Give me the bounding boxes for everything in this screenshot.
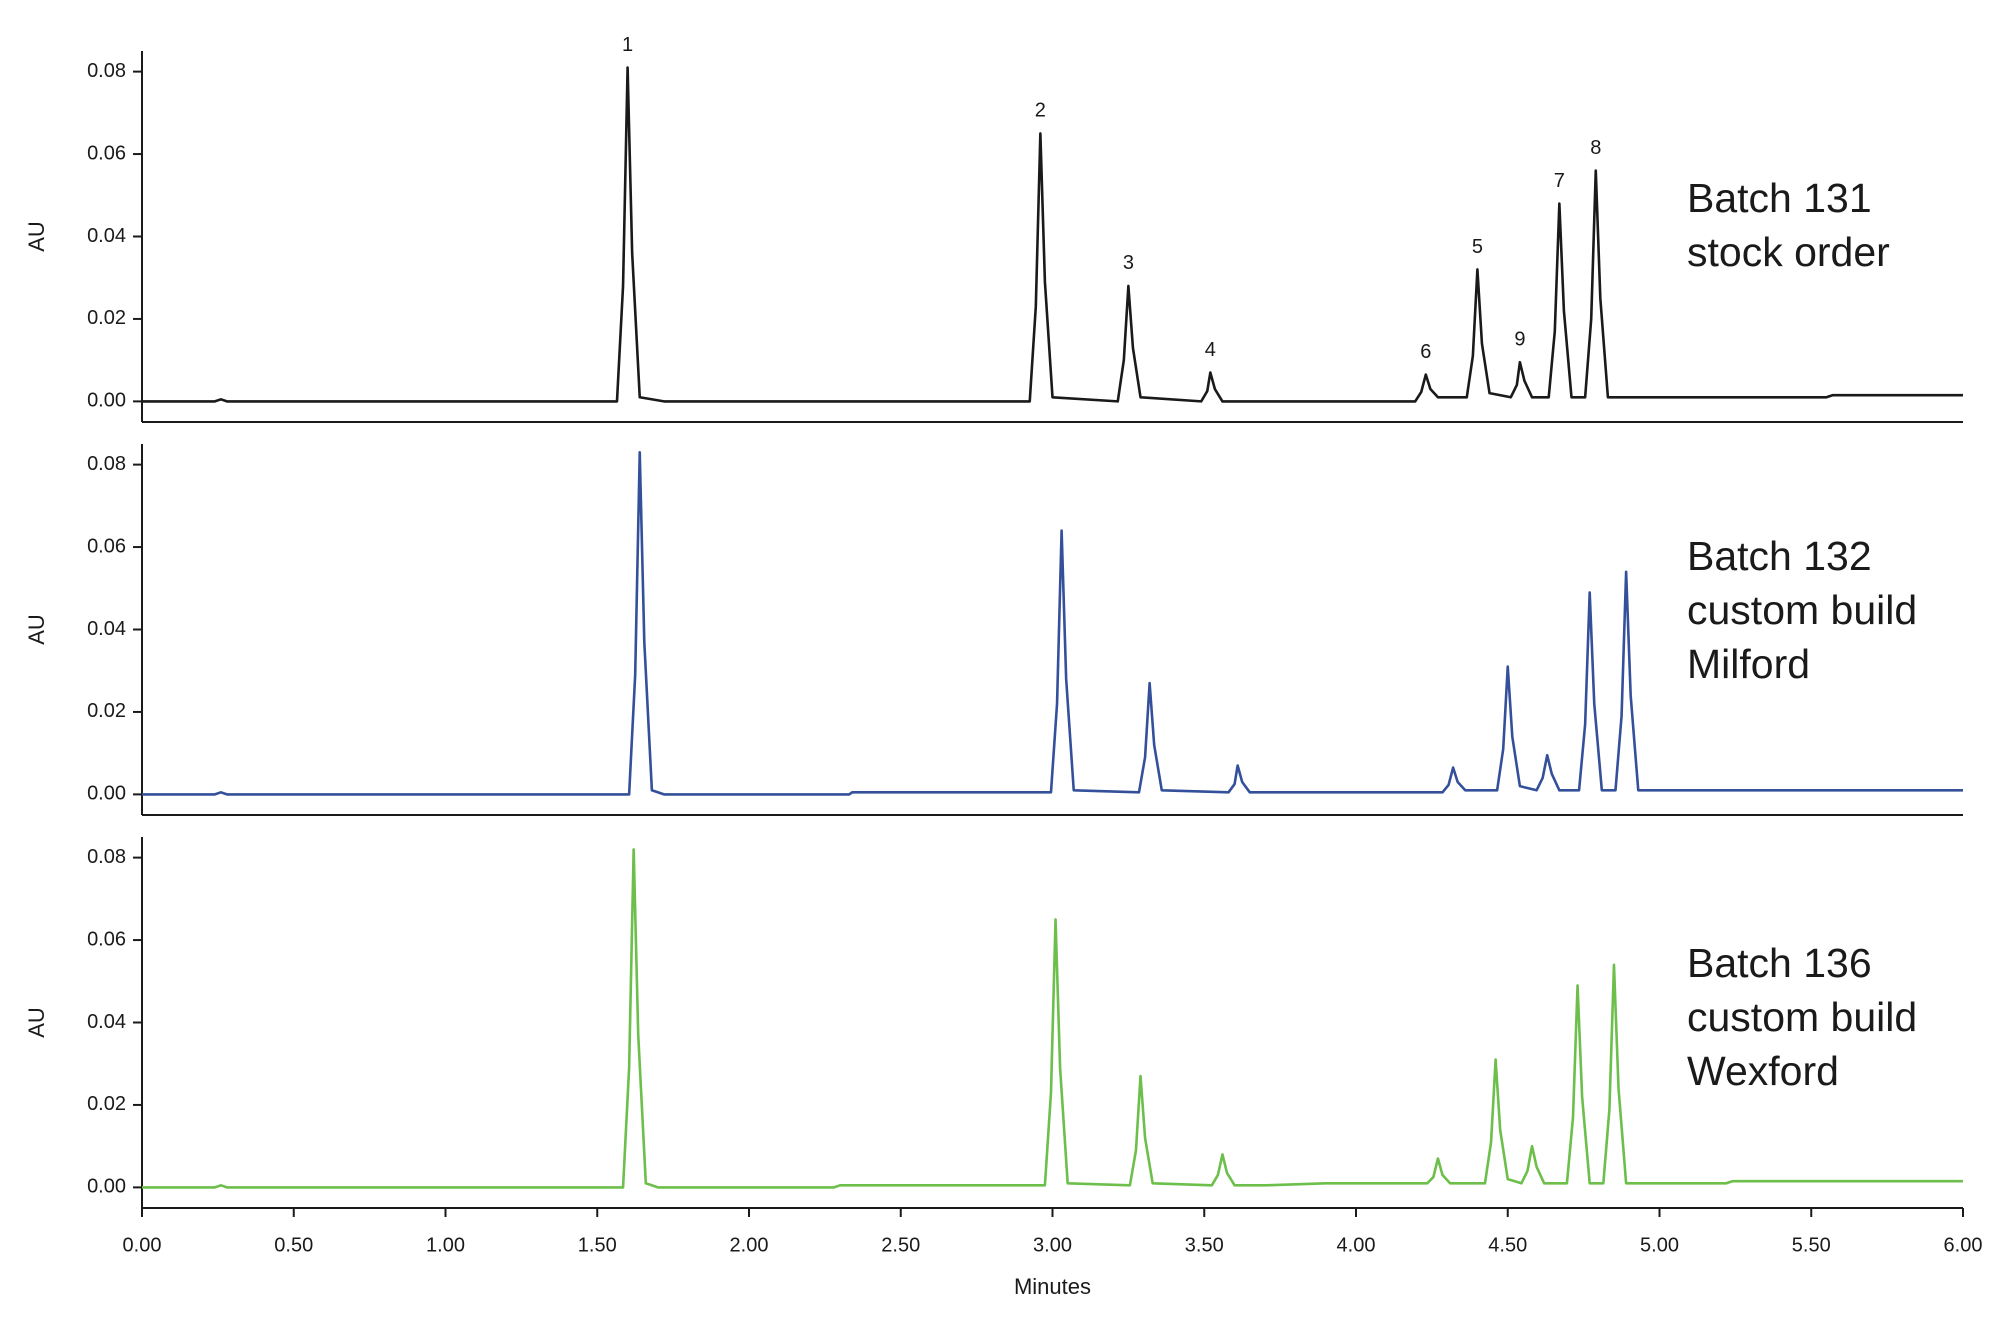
y-tick-label: 0.00 xyxy=(87,390,126,412)
panel-label: Wexford xyxy=(1687,1048,1839,1094)
panel-label: stock order xyxy=(1687,229,1890,275)
y-tick-label: 0.06 xyxy=(87,535,126,557)
y-tick-label: 0.04 xyxy=(87,225,126,247)
x-tick-label: 0.00 xyxy=(123,1234,162,1256)
x-tick-label: 5.50 xyxy=(1792,1234,1831,1256)
peak-label: 2 xyxy=(1035,100,1046,122)
y-tick-label: 0.02 xyxy=(87,1093,126,1115)
peak-label: 8 xyxy=(1590,137,1601,159)
x-tick-label: 1.50 xyxy=(578,1234,617,1256)
trace xyxy=(142,66,1963,403)
peak-label: 9 xyxy=(1514,329,1525,351)
y-tick-label: 0.04 xyxy=(87,618,126,640)
y-tick-label: 0.02 xyxy=(87,700,126,722)
y-tick-label: 0.00 xyxy=(87,783,126,805)
x-tick-label: 1.00 xyxy=(426,1234,465,1256)
panel-label: Batch 131 xyxy=(1687,175,1872,221)
x-axis-label: Minutes xyxy=(1014,1274,1091,1299)
panel-label: Batch 132 xyxy=(1687,533,1872,579)
peak-label: 7 xyxy=(1554,170,1565,192)
y-axis-label: AU xyxy=(24,614,49,645)
x-tick-label: 0.50 xyxy=(274,1234,313,1256)
y-tick-label: 0.06 xyxy=(87,928,126,950)
panel-label: Batch 136 xyxy=(1687,940,1872,986)
y-tick-label: 0.00 xyxy=(87,1176,126,1198)
y-tick-label: 0.08 xyxy=(87,846,126,868)
y-axis-label: AU xyxy=(24,221,49,252)
x-tick-label: 3.00 xyxy=(1033,1234,1072,1256)
panel-label: custom build xyxy=(1687,587,1917,633)
y-tick-label: 0.02 xyxy=(87,307,126,329)
x-tick-label: 4.50 xyxy=(1488,1234,1527,1256)
y-axis-label: AU xyxy=(24,1007,49,1038)
peak-label: 1 xyxy=(622,34,633,56)
trace xyxy=(142,848,1963,1189)
y-tick-label: 0.06 xyxy=(87,142,126,164)
x-tick-label: 2.00 xyxy=(730,1234,769,1256)
panel-label: Milford xyxy=(1687,641,1810,687)
peak-label: 6 xyxy=(1420,341,1431,363)
y-tick-label: 0.08 xyxy=(87,60,126,82)
x-tick-label: 3.50 xyxy=(1185,1234,1224,1256)
peak-label: 3 xyxy=(1123,252,1134,274)
y-tick-label: 0.04 xyxy=(87,1011,126,1033)
x-tick-label: 5.00 xyxy=(1640,1234,1679,1256)
peak-label: 5 xyxy=(1472,236,1483,258)
trace xyxy=(142,450,1963,796)
x-tick-label: 6.00 xyxy=(1944,1234,1983,1256)
peak-label: 4 xyxy=(1205,339,1216,361)
panel-label: custom build xyxy=(1687,994,1917,1040)
x-tick-label: 4.00 xyxy=(1337,1234,1376,1256)
x-tick-label: 2.50 xyxy=(881,1234,920,1256)
y-tick-label: 0.08 xyxy=(87,453,126,475)
